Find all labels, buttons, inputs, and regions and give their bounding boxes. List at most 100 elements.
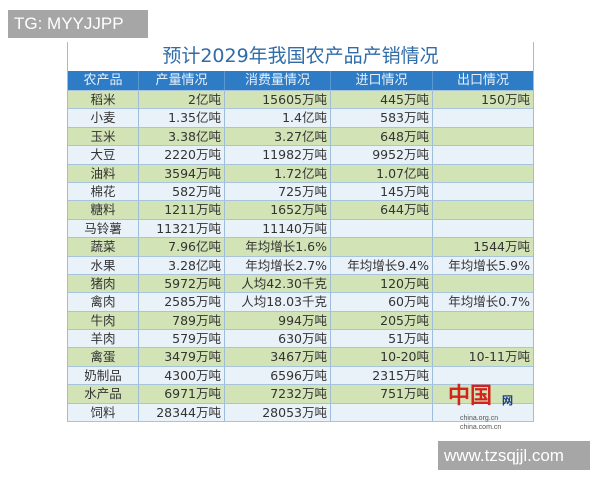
value-cell: 150万吨 [481, 92, 530, 107]
value-cell [331, 403, 433, 422]
table-row: 稻米 2亿吨 15605万吨 445万吨 150万吨 [68, 91, 533, 110]
value-cell: 11982万吨 [225, 146, 331, 164]
product-cell: 油料 [68, 164, 139, 182]
value-cell: 10-11万吨 [468, 349, 530, 365]
value-cell: 11140万吨 [225, 219, 331, 238]
value-cell: 3594万吨 [139, 164, 225, 182]
value-cell: 205万吨 [331, 311, 433, 330]
product-cell: 禽蛋 [68, 348, 139, 366]
table-row: 羊肉 579万吨 630万吨 51万吨 [68, 330, 533, 349]
value-cell: 582万吨 [139, 182, 225, 201]
production-sales-table: 预计2029年我国农产品产销情况 农产品 产量情况 消费量情况 进口情况 出口情… [67, 42, 534, 423]
value-cell: 1.72亿吨 [225, 164, 331, 182]
header-cell: 农产品 [68, 71, 139, 90]
value-cell: 7.96亿吨 [139, 238, 225, 256]
value-cell: 5972万吨 [139, 274, 225, 293]
table-row: 棉花 582万吨 725万吨 145万吨 [68, 182, 533, 202]
logo-suffix: 网 [502, 394, 513, 407]
value-cell: 人均42.30千克 [225, 274, 331, 293]
header-cell: 出口情况 [456, 73, 509, 88]
value-cell: 583万吨 [331, 109, 433, 127]
value-cell: 1544万吨 [473, 239, 530, 255]
value-cell: 1211万吨 [139, 201, 225, 219]
product-cell: 水产品 [68, 385, 139, 403]
value-cell: 3467万吨 [225, 348, 331, 366]
value-cell: 445万吨 [331, 91, 433, 109]
value-cell: 3.27亿吨 [225, 127, 331, 146]
watermark-top-left: TG: MYYJJPP [8, 10, 148, 38]
value-cell [433, 220, 533, 237]
product-cell: 奶制品 [68, 366, 139, 385]
table-row: 水果 3.28亿吨 年均增长2.7% 年均增长9.4% 年均增长5.9% [68, 256, 533, 275]
table-row: 大豆 2220万吨 11982万吨 9952万吨 [68, 146, 533, 165]
value-cell: 年均增长9.4% [331, 256, 433, 274]
value-cell: 3.38亿吨 [139, 127, 225, 146]
value-cell: 644万吨 [331, 201, 433, 219]
value-cell: 579万吨 [139, 330, 225, 348]
table-row: 禽肉 2585万吨 人均18.03千克 60万吨 年均增长0.7% [68, 293, 533, 312]
logo-url: china.org.cn [460, 415, 499, 422]
value-cell [433, 109, 533, 126]
value-cell: 2315万吨 [331, 366, 433, 385]
table-row: 蔬菜 7.96亿吨 年均增长1.6% 1544万吨 [68, 238, 533, 257]
product-cell: 禽肉 [68, 293, 139, 311]
value-cell: 28344万吨 [139, 403, 225, 422]
value-cell: 6971万吨 [139, 385, 225, 403]
table-row: 牛肉 789万吨 994万吨 205万吨 [68, 311, 533, 331]
product-cell: 蔬菜 [68, 238, 139, 256]
china-net-logo: 中国 网 china.org.cn china.com.cn [446, 384, 526, 438]
watermark-bottom-right: www.tzsqjjl.com [438, 441, 590, 470]
value-cell: 1.07亿吨 [331, 164, 433, 182]
value-cell [433, 146, 533, 163]
value-cell: 120万吨 [331, 274, 433, 293]
table-row: 糖料 1211万吨 1652万吨 644万吨 [68, 201, 533, 220]
value-cell [433, 367, 533, 384]
value-cell: 年均增长5.9% [448, 257, 530, 273]
value-cell: 4300万吨 [139, 366, 225, 385]
value-cell: 648万吨 [331, 127, 433, 146]
value-cell: 10-20吨 [331, 348, 433, 366]
table-row: 玉米 3.38亿吨 3.27亿吨 648万吨 [68, 127, 533, 147]
header-cell: 产量情况 [139, 71, 225, 90]
value-cell: 630万吨 [225, 330, 331, 348]
value-cell: 9952万吨 [331, 146, 433, 164]
table-body: 稻米 2亿吨 15605万吨 445万吨 150万吨 小麦 1.35亿吨 1.4亿吨 583万吨… [68, 91, 533, 423]
table-row: 水产品 6971万吨 7232万吨 751万吨 [68, 385, 533, 404]
value-cell: 15605万吨 [225, 91, 331, 109]
table-row: 猪肉 5972万吨 人均42.30千克 120万吨 [68, 274, 533, 294]
product-cell: 棉花 [68, 182, 139, 201]
value-cell: 11321万吨 [139, 219, 225, 238]
table-row: 禽蛋 3479万吨 3467万吨 10-20吨 10-11万吨 [68, 348, 533, 367]
value-cell: 6596万吨 [225, 366, 331, 385]
value-cell: 28053万吨 [225, 403, 331, 422]
value-cell: 789万吨 [139, 311, 225, 330]
header-cell: 消费量情况 [225, 71, 331, 90]
value-cell: 751万吨 [331, 385, 433, 403]
value-cell: 7232万吨 [225, 385, 331, 403]
value-cell [433, 201, 533, 218]
value-cell [433, 183, 533, 200]
header-row: 农产品 产量情况 消费量情况 进口情况 出口情况 [68, 71, 533, 91]
table-row: 马铃薯 11321万吨 11140万吨 [68, 219, 533, 239]
value-cell: 年均增长0.7% [448, 294, 530, 310]
value-cell: 人均18.03千克 [225, 293, 331, 311]
table-row: 奶制品 4300万吨 6596万吨 2315万吨 [68, 366, 533, 386]
logo-urls: china.org.cn china.com.cn [460, 414, 501, 432]
value-cell: 60万吨 [331, 293, 433, 311]
value-cell [433, 165, 533, 182]
value-cell: 1.4亿吨 [225, 109, 331, 127]
product-cell: 大豆 [68, 146, 139, 164]
product-cell: 猪肉 [68, 274, 139, 293]
value-cell: 2220万吨 [139, 146, 225, 164]
product-cell: 稻米 [68, 91, 139, 109]
product-cell: 玉米 [68, 127, 139, 146]
value-cell [331, 238, 433, 256]
product-cell: 水果 [68, 256, 139, 274]
product-cell: 小麦 [68, 109, 139, 127]
table-row: 饲料 28344万吨 28053万吨 [68, 403, 533, 423]
table-row: 油料 3594万吨 1.72亿吨 1.07亿吨 [68, 164, 533, 183]
value-cell: 年均增长2.7% [225, 256, 331, 274]
value-cell [433, 275, 533, 292]
value-cell: 3.28亿吨 [139, 256, 225, 274]
table-row: 小麦 1.35亿吨 1.4亿吨 583万吨 [68, 109, 533, 128]
